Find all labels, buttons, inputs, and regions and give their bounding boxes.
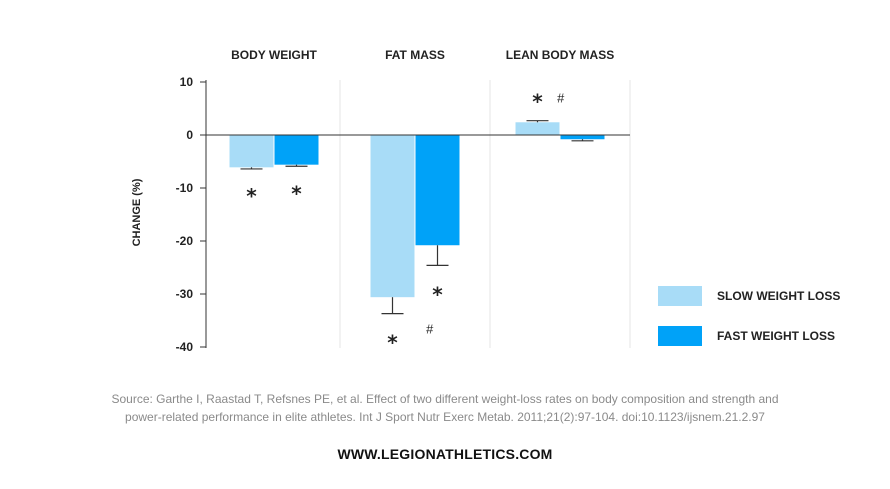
y-tick-label: -40 [176,340,194,354]
site-url: WWW.LEGIONATHLETICS.COM [337,446,553,462]
bar [415,135,460,246]
significance-asterisk: * [246,184,257,208]
y-tick-label: -20 [176,234,194,248]
y-axis-label: CHANGE (%) [131,178,143,246]
significance-hash: # [426,322,434,337]
group-title: BODY WEIGHT [231,48,317,62]
y-tick-label: -30 [176,287,194,301]
group-title: FAT MASS [385,48,445,62]
legend-label-fast: FAST WEIGHT LOSS [717,329,836,343]
source-citation: Source: Garthe I, Raastad T, Refsnes PE,… [40,390,850,426]
bar [370,135,415,298]
legend: SLOW WEIGHT LOSS [658,285,840,307]
chart: 10 0 -10 -20 -30 -40 CHANGE (%) BODY WEIGHT FAT … [131,48,631,355]
y-tick-label: 0 [186,128,193,142]
significance-asterisk: * [291,181,302,205]
legend-item-fast: FAST WEIGHT LOSS [658,325,835,347]
legend-2: FAST WEIGHT LOSS [658,325,835,347]
bar [274,135,319,165]
group-title: LEAN BODY MASS [506,48,614,62]
legend-swatch-fast [658,326,702,346]
y-tick-label: 10 [180,75,194,89]
bar [229,135,274,168]
significance-asterisk: * [387,331,398,355]
legend-item-slow: SLOW WEIGHT LOSS [658,285,840,307]
bar [515,122,560,135]
source-line-2: power-related performance in elite athle… [125,410,765,424]
significance-hash: # [557,91,565,106]
significance-asterisk: * [432,282,443,306]
legend-swatch-slow [658,286,702,306]
y-tick-label: -10 [176,181,194,195]
legend-label-slow: SLOW WEIGHT LOSS [717,289,841,303]
bar [560,135,605,140]
significance-asterisk: * [532,90,543,114]
source-line-1: Source: Garthe I, Raastad T, Refsnes PE,… [111,392,779,406]
